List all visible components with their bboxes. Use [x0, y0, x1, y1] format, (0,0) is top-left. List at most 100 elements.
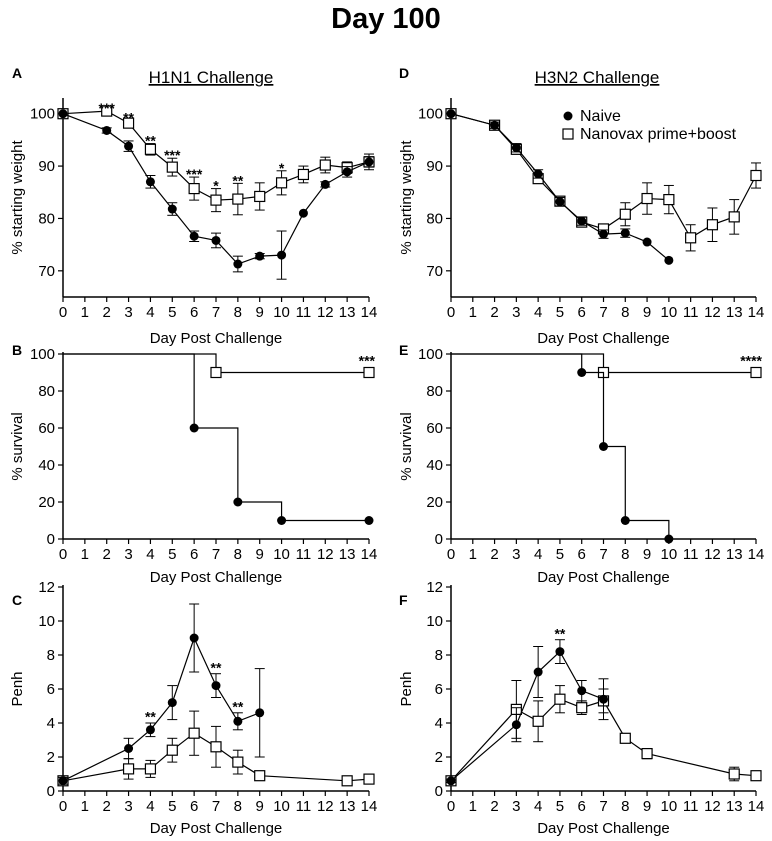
data-point-naive-d	[511, 143, 521, 153]
legend-entry-naive: Naive	[580, 108, 621, 125]
x-tick-label-a: 3	[124, 304, 132, 321]
data-point-nanovax-d	[750, 169, 762, 182]
data-point-nanovax-c	[341, 775, 353, 787]
y-tick-label-a: 100	[30, 106, 55, 123]
significance-label-f: **	[554, 625, 565, 641]
data-point-naive-c	[124, 744, 134, 753]
panel-label-c: C	[12, 592, 22, 608]
y-tick-label-b: 0	[47, 531, 55, 548]
x-tick-label-e: 11	[683, 546, 699, 563]
x-tick-label-e: 0	[447, 546, 455, 563]
x-tick-label-f: 3	[512, 798, 520, 815]
significance-label-a: **	[145, 133, 156, 149]
data-point-naive-c	[58, 776, 68, 786]
x-tick-label-a: 10	[273, 304, 290, 321]
data-point-naive-a	[167, 204, 177, 214]
data-point-nanovax-a	[254, 190, 266, 203]
x-tick-label-e: 6	[578, 546, 586, 563]
data-point-naive-a	[189, 231, 199, 241]
data-point-naive-e	[664, 534, 674, 544]
data-point-nanovax-d	[685, 232, 697, 244]
x-tick-label-c: 8	[234, 798, 242, 815]
data-point-nanovax-f	[641, 747, 653, 760]
x-tick-label-d: 4	[534, 304, 542, 321]
data-point-nanovax-a	[210, 194, 222, 206]
data-point-nanovax-a	[275, 177, 288, 189]
x-tick-label-a: 6	[190, 304, 198, 321]
x-tick-label-f: 7	[599, 798, 607, 815]
series-line-naive-f	[450, 650, 604, 782]
data-point-nanovax-d	[663, 193, 675, 206]
data-point-nanovax-d	[641, 192, 653, 205]
series-line-naive-b	[63, 353, 369, 522]
y-tick-label-b: 20	[38, 494, 55, 511]
x-tick-label-e: 13	[726, 546, 743, 563]
x-tick-label-b: 12	[317, 546, 334, 563]
data-point-nanovax-a	[232, 193, 244, 205]
y-tick-label-e: 0	[435, 531, 443, 548]
significance-label-b: ***	[359, 352, 376, 368]
y-tick-label-d: 80	[426, 210, 443, 227]
y-tick-label-d: 100	[418, 106, 443, 123]
series-line-naive-c	[62, 636, 260, 782]
data-point-nanovax-c	[210, 741, 222, 753]
x-tick-label-b: 8	[234, 546, 242, 563]
data-point-naive-d	[490, 120, 500, 130]
panel-label-e: E	[399, 342, 408, 358]
y-tick-label-c: 2	[47, 749, 55, 766]
data-point-nanovax-e	[750, 366, 762, 379]
x-tick-label-b: 7	[212, 546, 220, 563]
panel-label-a: A	[12, 65, 22, 81]
x-tick-label-f: 6	[578, 798, 586, 815]
y-axis-label-a: % starting weight	[9, 140, 26, 255]
data-point-nanovax-d	[728, 211, 740, 223]
x-tick-label-c: 12	[317, 798, 334, 815]
series-line-nanovax-f	[450, 698, 757, 782]
x-tick-label-d: 10	[661, 304, 678, 321]
x-tick-label-d: 7	[599, 304, 607, 321]
x-tick-label-c: 10	[273, 798, 290, 815]
x-tick-label-a: 8	[234, 304, 242, 321]
x-tick-label-f: 1	[469, 798, 477, 815]
x-tick-label-b: 0	[59, 546, 67, 563]
data-point-nanovax-f	[619, 732, 631, 744]
x-tick-label-e: 12	[704, 546, 721, 563]
x-tick-label-e: 9	[643, 546, 651, 563]
x-tick-label-d: 8	[621, 304, 629, 321]
x-tick-label-e: 10	[661, 546, 678, 563]
x-tick-label-c: 6	[190, 798, 198, 815]
x-axis-label-f: Day Post Challenge	[537, 820, 670, 837]
data-point-nanovax-f	[532, 715, 544, 727]
data-point-naive-c	[233, 716, 243, 726]
x-tick-label-b: 9	[256, 546, 264, 563]
data-point-naive-c	[211, 681, 221, 691]
y-tick-label-a: 70	[38, 263, 55, 280]
x-tick-label-f: 9	[643, 798, 651, 815]
panel-title-d: H3N2 Challenge	[535, 68, 660, 87]
x-tick-label-d: 9	[643, 304, 651, 321]
x-axis-label-e: Day Post Challenge	[537, 569, 670, 586]
y-tick-label-c: 6	[47, 681, 55, 698]
data-point-naive-a	[102, 125, 112, 135]
x-tick-label-f: 12	[704, 798, 721, 815]
series-nanovax-e	[451, 353, 762, 379]
y-tick-label-c: 8	[47, 647, 55, 664]
data-point-naive-a	[342, 167, 352, 177]
data-point-nanovax-b	[363, 366, 375, 379]
series-line-naive-a	[62, 113, 370, 265]
x-tick-label-e: 3	[512, 546, 520, 563]
data-point-naive-b	[189, 423, 199, 433]
significance-label-c: **	[145, 709, 156, 725]
x-tick-label-c: 14	[361, 798, 378, 815]
x-tick-label-f: 14	[748, 798, 765, 815]
series-line-naive-d	[450, 113, 670, 261]
x-tick-label-a: 14	[361, 304, 378, 321]
data-point-naive-d	[620, 228, 630, 238]
data-point-naive-a	[277, 250, 287, 260]
data-point-naive-d	[599, 229, 608, 239]
x-tick-label-e: 2	[490, 546, 498, 563]
data-point-nanovax-d	[619, 208, 631, 220]
